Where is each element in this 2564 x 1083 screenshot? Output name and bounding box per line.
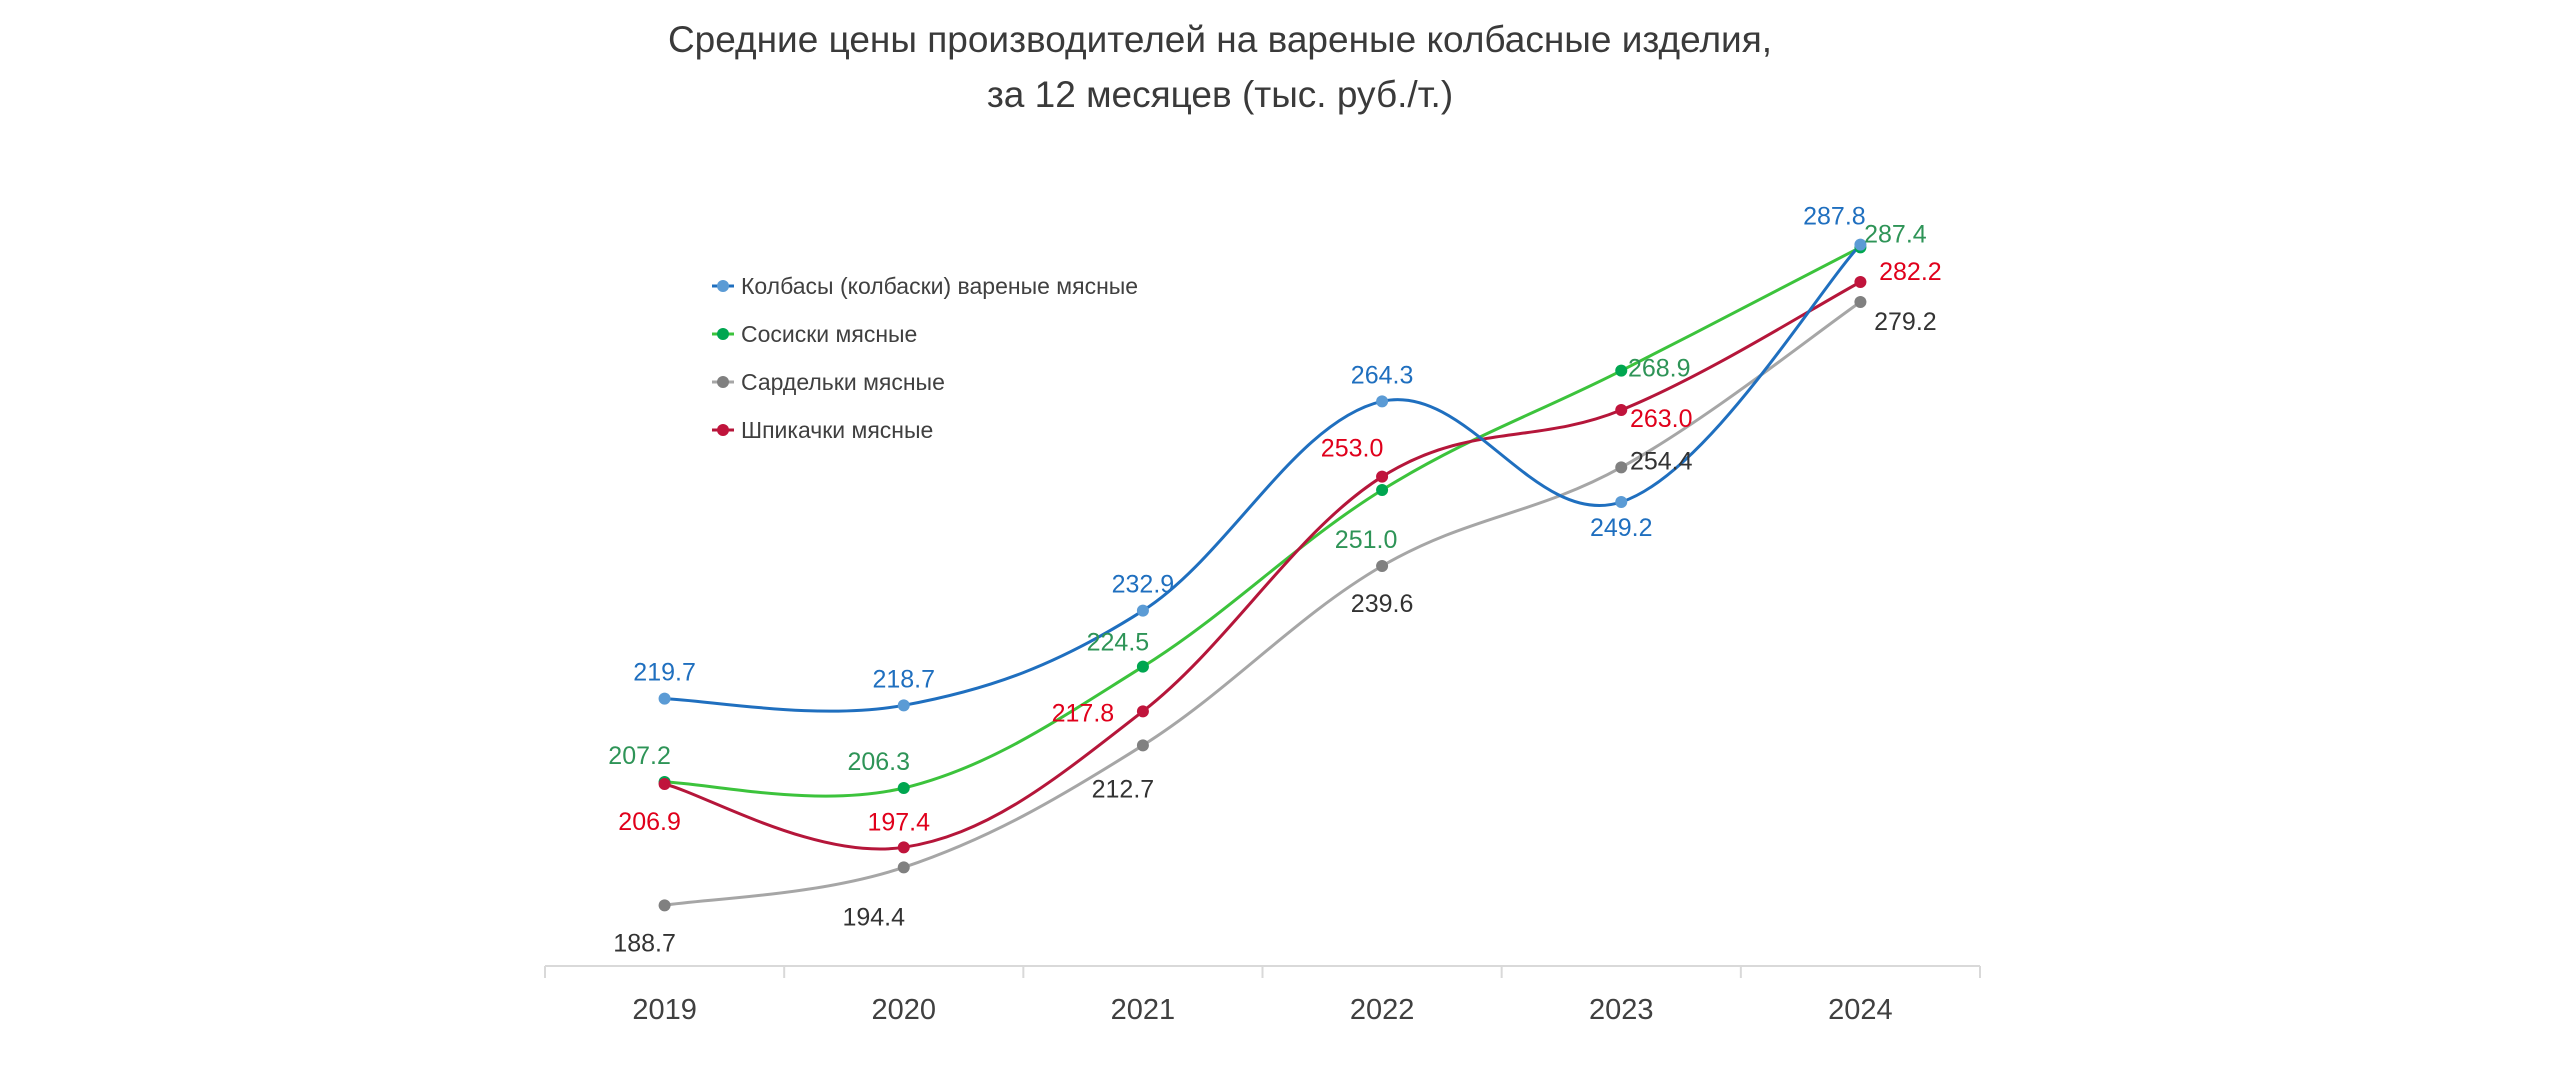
x-tick-label: 2023 xyxy=(1589,994,1654,1026)
data-label: 279.2 xyxy=(1874,308,1937,336)
x-tick-label: 2019 xyxy=(632,994,697,1026)
x-tick-label: 2024 xyxy=(1828,994,1893,1026)
series-line-1 xyxy=(664,245,1862,798)
series-line-2 xyxy=(664,300,1862,907)
data-point xyxy=(1136,604,1149,617)
data-label: 197.4 xyxy=(867,808,930,836)
legend-marker xyxy=(717,280,729,292)
data-label: 206.3 xyxy=(847,748,910,776)
data-label: 224.5 xyxy=(1087,629,1150,657)
chart-title: Средние цены производителей на вареные к… xyxy=(668,19,1772,60)
legend-label: Колбасы (колбаски) вареные мясные xyxy=(741,273,1138,299)
data-point xyxy=(1615,404,1628,416)
data-point xyxy=(1376,560,1389,572)
data-label: 188.7 xyxy=(613,929,676,957)
legend-marker xyxy=(717,376,729,388)
data-point xyxy=(897,699,910,712)
data-label: 217.8 xyxy=(1052,699,1115,727)
x-tick-label: 2022 xyxy=(1350,994,1415,1026)
data-label: 206.9 xyxy=(618,808,681,836)
legend-label: Сардельки мясные xyxy=(741,369,945,395)
data-point xyxy=(1615,461,1628,474)
data-point xyxy=(1136,660,1149,673)
data-label: 287.8 xyxy=(1803,203,1866,231)
data-point xyxy=(658,778,671,790)
data-label: 254.4 xyxy=(1630,447,1693,475)
legend-label: Шпикачки мясные xyxy=(741,417,933,443)
data-label: 249.2 xyxy=(1590,514,1653,542)
data-label: 287.4 xyxy=(1864,220,1927,248)
data-label: 212.7 xyxy=(1092,775,1155,803)
data-label: 218.7 xyxy=(872,665,935,693)
data-point xyxy=(658,692,671,705)
data-point xyxy=(1615,364,1628,377)
data-label: 232.9 xyxy=(1112,571,1175,599)
data-point xyxy=(1376,395,1389,408)
chart-subtitle: за 12 месяцев (тыс. руб./т.) xyxy=(987,74,1453,115)
legend-marker xyxy=(717,424,729,436)
data-label: 194.4 xyxy=(842,903,905,931)
data-label: 263.0 xyxy=(1630,405,1693,433)
series-line-3 xyxy=(664,280,1862,851)
data-label: 207.2 xyxy=(608,742,671,770)
data-point xyxy=(897,782,910,794)
data-label: 239.6 xyxy=(1351,590,1414,618)
data-point xyxy=(897,861,910,874)
series-layer: 219.7 218.7 232.9 264.3 249.2 287.8 207.2 206.3… xyxy=(608,203,1941,958)
data-label: 219.7 xyxy=(633,659,696,687)
data-point xyxy=(1854,276,1867,288)
data-point xyxy=(1376,470,1389,483)
data-point xyxy=(1136,705,1149,718)
x-tick-label: 2021 xyxy=(1111,994,1176,1026)
data-point xyxy=(1854,238,1867,251)
series-line-0 xyxy=(664,243,1862,713)
legend-marker xyxy=(717,328,729,340)
data-label: 251.0 xyxy=(1335,526,1398,554)
x-tick-label: 2020 xyxy=(871,994,936,1026)
legend: Колбасы (колбаски) вареные мясные Сосиски… xyxy=(712,273,1138,443)
data-point xyxy=(897,841,910,854)
data-point xyxy=(1136,739,1149,752)
data-label: 264.3 xyxy=(1351,361,1414,389)
data-label: 282.2 xyxy=(1879,258,1942,286)
data-point xyxy=(1376,484,1389,496)
data-point xyxy=(658,899,671,912)
data-point xyxy=(1854,296,1867,308)
x-axis: 2019 2020 2021 2022 2023 2024 xyxy=(544,965,1981,1026)
data-label: 268.9 xyxy=(1628,355,1691,383)
data-label: 253.0 xyxy=(1321,435,1384,463)
data-point xyxy=(1615,496,1628,508)
legend-label: Сосиски мясные xyxy=(741,321,917,347)
